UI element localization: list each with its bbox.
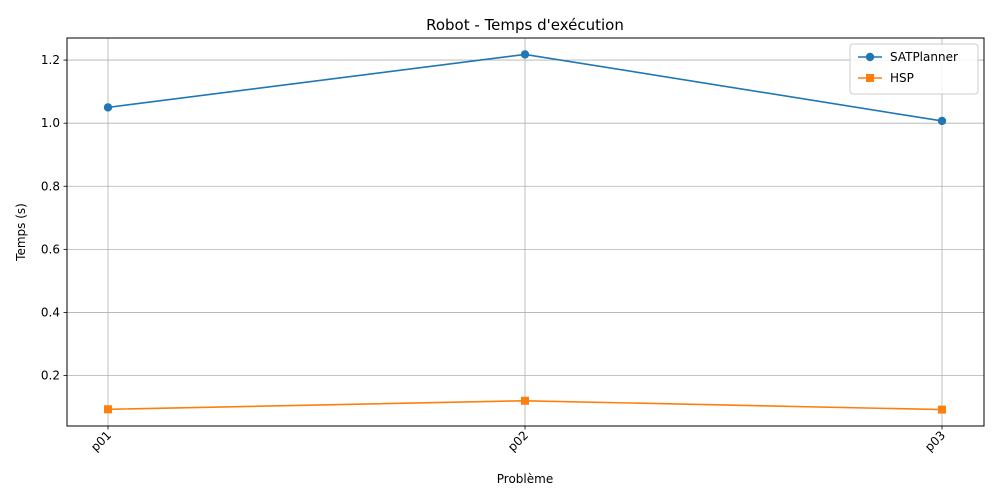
chart-title: Robot - Temps d'exécution bbox=[426, 16, 624, 34]
series-hsp bbox=[104, 396, 946, 414]
series-satplanner bbox=[103, 50, 947, 126]
y-tick-label: 0.8 bbox=[41, 179, 60, 193]
data-point bbox=[938, 405, 946, 414]
y-tick-label: 0.4 bbox=[41, 305, 60, 319]
data-point bbox=[103, 103, 113, 112]
series-layer bbox=[103, 50, 947, 414]
data-point bbox=[520, 50, 530, 59]
y-axis: 0.2 0.4 0.6 0.8 1.0 1.2 bbox=[41, 53, 67, 383]
legend-item: HSP bbox=[858, 71, 914, 85]
y-tick-label: 0.2 bbox=[41, 369, 60, 383]
x-axis-label: Problème bbox=[497, 472, 553, 486]
y-tick-label: 1.0 bbox=[41, 116, 60, 130]
legend-marker bbox=[865, 52, 875, 62]
data-point bbox=[521, 396, 529, 405]
legend-label: HSP bbox=[890, 71, 914, 85]
legend-marker bbox=[866, 74, 874, 82]
y-tick-label: 1.2 bbox=[41, 53, 60, 67]
data-point bbox=[937, 116, 947, 126]
legend-item: SATPlanner bbox=[858, 50, 958, 64]
data-point bbox=[104, 405, 112, 414]
y-tick-label: 0.6 bbox=[41, 242, 60, 256]
y-axis-label: Temps (s) bbox=[14, 203, 28, 262]
legend: SATPlanner HSP bbox=[849, 43, 979, 95]
plot-frame bbox=[66, 37, 985, 427]
legend-label: SATPlanner bbox=[890, 50, 958, 64]
grid bbox=[67, 38, 984, 426]
